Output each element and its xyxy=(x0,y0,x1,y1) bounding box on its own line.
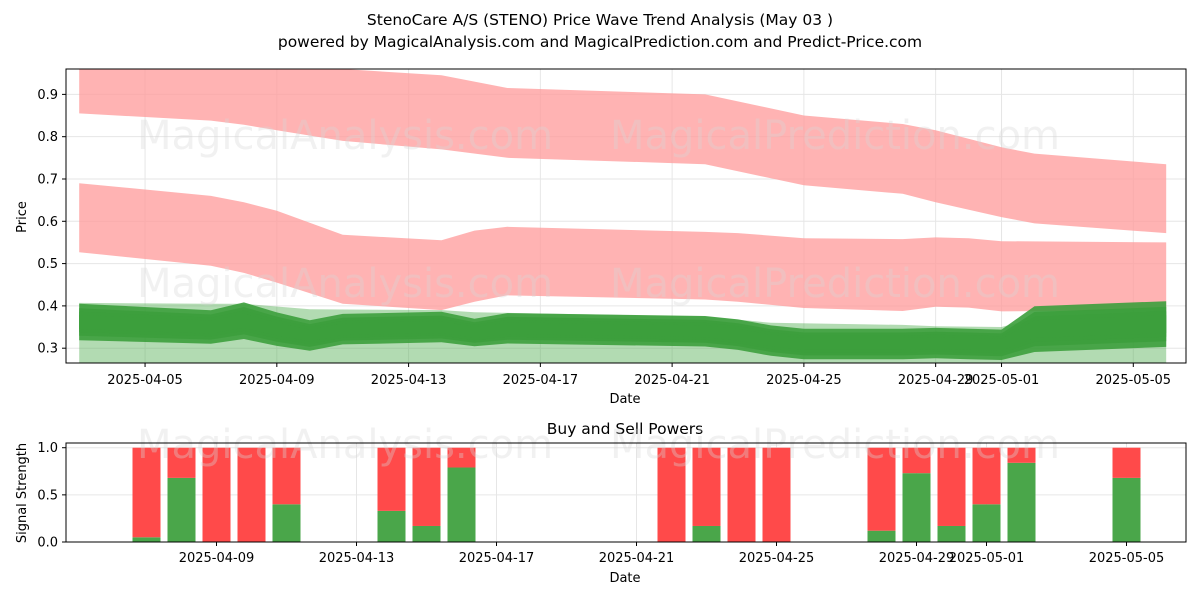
power-xtick-label: 2025-05-01 xyxy=(949,551,1025,566)
power-panel-title: Buy and Sell Powers xyxy=(547,420,704,438)
upper-red-band xyxy=(79,69,1167,234)
price-ytick-label: 0.8 xyxy=(37,130,58,145)
sell-power-bar xyxy=(692,447,721,526)
power-ytick-label: 0.0 xyxy=(37,536,58,551)
power-panel-frame xyxy=(65,442,1187,543)
chart-subtitle: powered by MagicalAnalysis.com and Magic… xyxy=(278,33,922,51)
watermark-text: MagicalPrediction.com xyxy=(610,113,1060,159)
buy-power-bar xyxy=(972,504,1001,542)
price-xtick-label: 2025-05-01 xyxy=(964,373,1040,388)
sell-power-bar xyxy=(167,447,196,478)
price-ytick-label: 0.3 xyxy=(37,342,58,357)
price-panel-ylabel: Price xyxy=(15,201,30,233)
price-xtick-label: 2025-04-21 xyxy=(634,373,710,388)
power-panel-ylabel: Signal Strength xyxy=(15,443,30,543)
buy-power-bar xyxy=(937,525,966,542)
price-panel-xlabel: Date xyxy=(609,392,640,407)
price-xtick-label: 2025-04-29 xyxy=(898,373,974,388)
watermark-text: MagicalPrediction.com xyxy=(610,422,1060,468)
sell-power-bar xyxy=(902,447,931,474)
buy-power-bar xyxy=(272,504,301,542)
price-xtick-label: 2025-04-13 xyxy=(371,373,447,388)
watermark-text: MagicalAnalysis.com xyxy=(137,113,553,159)
sell-power-bar xyxy=(237,447,266,542)
sell-power-bar xyxy=(412,447,441,526)
buy-power-bar xyxy=(377,510,406,542)
price-ytick-label: 0.6 xyxy=(37,215,58,230)
buy-power-bar xyxy=(902,473,931,542)
watermark-text: MagicalPrediction.com xyxy=(610,261,1060,307)
sell-power-bar xyxy=(202,447,231,542)
buy-power-bar xyxy=(447,467,476,542)
sell-power-bar xyxy=(1007,447,1036,463)
price-ytick-label: 0.7 xyxy=(37,172,58,187)
buy-power-bar xyxy=(167,477,196,542)
sell-power-bar xyxy=(727,447,756,542)
price-ytick-label: 0.4 xyxy=(37,299,58,314)
sell-power-bar xyxy=(272,447,301,505)
power-xtick-label: 2025-04-17 xyxy=(459,551,535,566)
buy-power-bar xyxy=(412,525,441,542)
sell-power-bar xyxy=(657,447,686,542)
sell-power-bar xyxy=(762,447,791,542)
sell-power-bar xyxy=(377,447,406,511)
price-xtick-label: 2025-04-25 xyxy=(766,373,842,388)
price-xtick-label: 2025-04-05 xyxy=(107,373,183,388)
power-ytick-label: 0.5 xyxy=(37,488,58,503)
buy-power-bar xyxy=(1112,477,1141,542)
middle-red-band xyxy=(79,183,1167,312)
price-xtick-label: 2025-05-05 xyxy=(1096,373,1172,388)
price-panel-frame xyxy=(65,68,1187,364)
sell-power-bar xyxy=(972,447,1001,505)
price-xtick-label: 2025-04-17 xyxy=(503,373,579,388)
sell-power-bar xyxy=(447,447,476,468)
buy-power-bar xyxy=(132,537,161,542)
power-xtick-label: 2025-04-13 xyxy=(319,551,395,566)
sell-power-bar xyxy=(937,447,966,526)
power-panel-xlabel: Date xyxy=(609,571,640,586)
power-xtick-label: 2025-04-25 xyxy=(739,551,815,566)
power-xtick-label: 2025-04-21 xyxy=(599,551,675,566)
price-ytick-label: 0.5 xyxy=(37,257,58,272)
green-wave-layer-4 xyxy=(79,313,1167,351)
watermark-text: MagicalAnalysis.com xyxy=(137,422,553,468)
buy-power-bar xyxy=(1007,462,1036,542)
sell-power-bar xyxy=(1112,447,1141,478)
sell-power-bar xyxy=(867,447,896,531)
power-ytick-label: 1.0 xyxy=(37,441,58,456)
buy-power-bar xyxy=(867,530,896,542)
power-xtick-label: 2025-04-29 xyxy=(879,551,955,566)
price-xtick-label: 2025-04-09 xyxy=(239,373,315,388)
price-plot-area: MagicalAnalysis.com MagicalPrediction.com… xyxy=(79,69,1167,363)
watermark-text: MagicalAnalysis.com xyxy=(137,261,553,307)
chart-title: StenoCare A/S (STENO) Price Wave Trend A… xyxy=(367,11,833,29)
power-xtick-label: 2025-04-09 xyxy=(179,551,255,566)
power-xtick-label: 2025-05-05 xyxy=(1089,551,1165,566)
price-ytick-label: 0.9 xyxy=(37,88,58,103)
buy-power-bar xyxy=(692,525,721,542)
sell-power-bar xyxy=(132,447,161,538)
